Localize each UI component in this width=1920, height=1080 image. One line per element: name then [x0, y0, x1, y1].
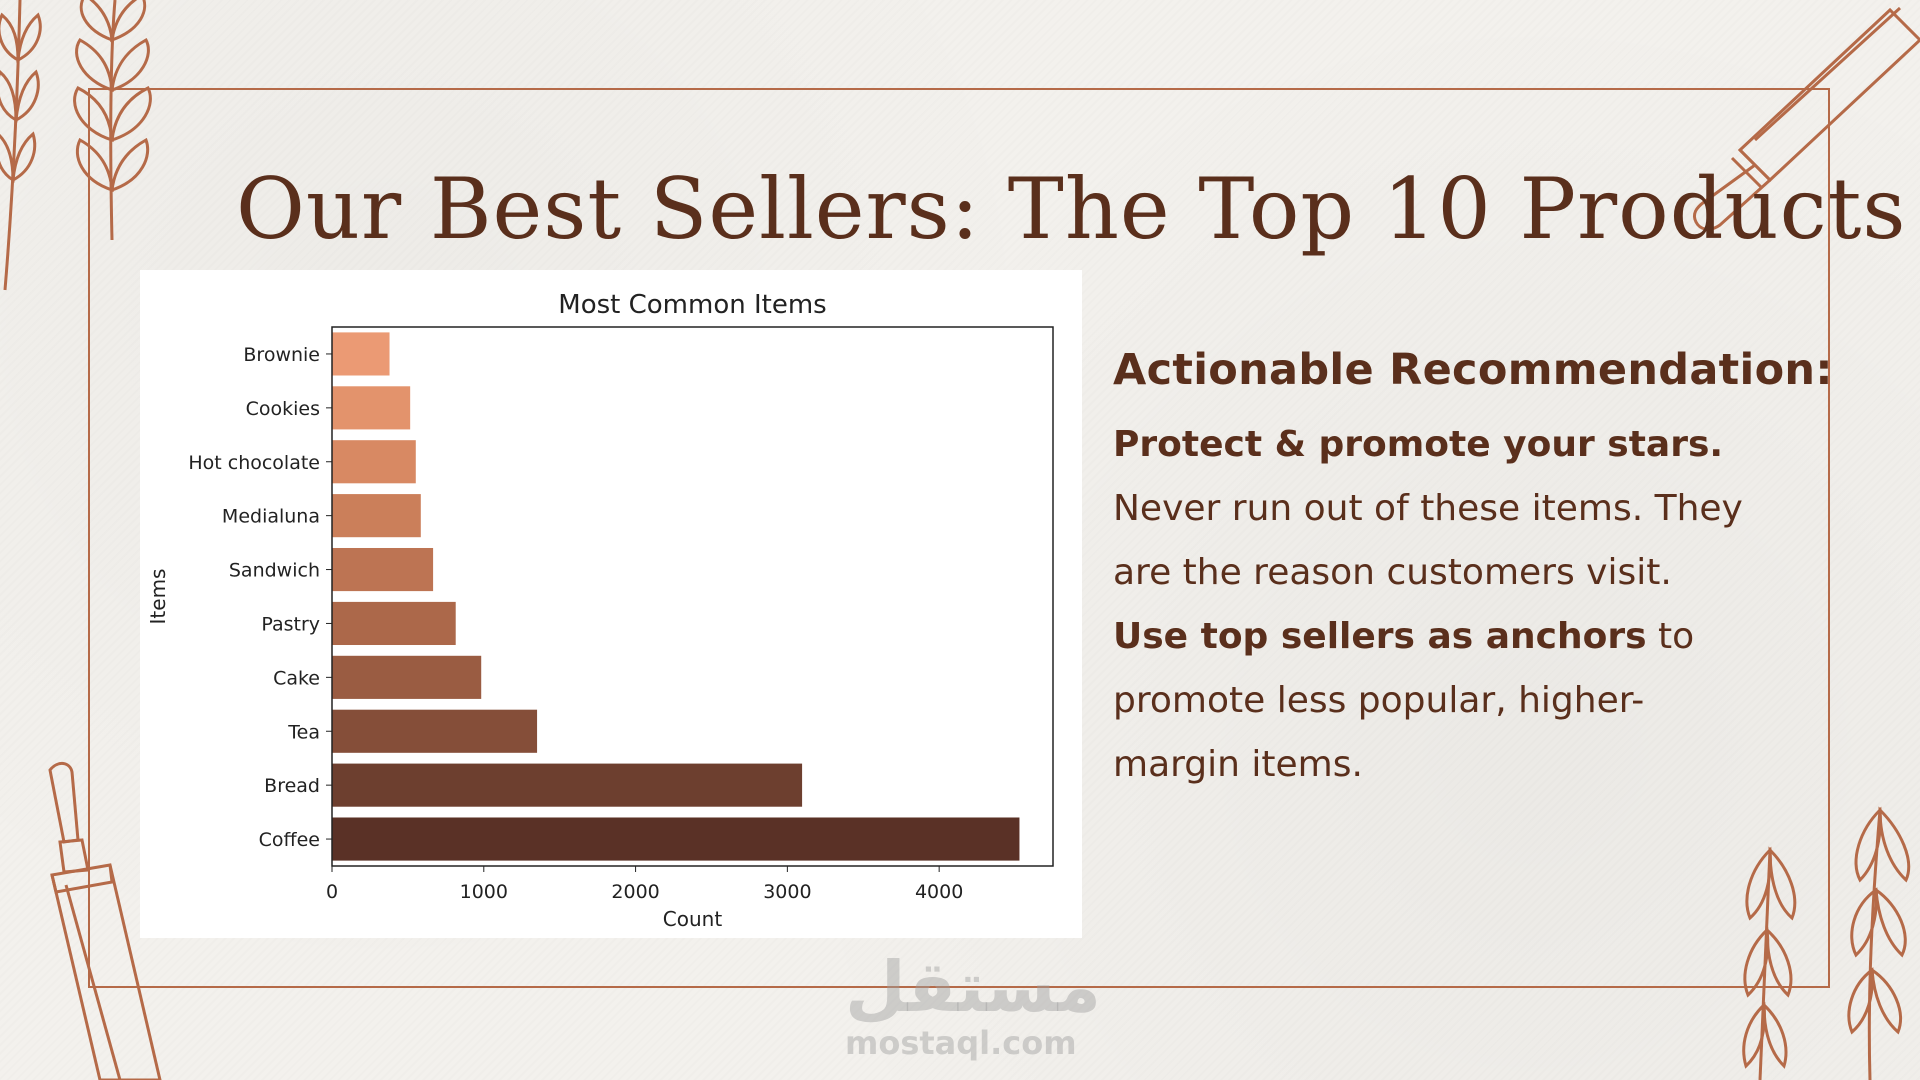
y-tick-label: Brownie	[243, 344, 320, 366]
y-tick-label: Tea	[287, 721, 320, 743]
y-axis-label: Items	[146, 569, 170, 625]
y-tick-label: Bread	[264, 775, 320, 797]
chart-bar-cookies	[332, 386, 411, 430]
chart-panel: Brownie Cookies Hot chocolate Medialuna Sand…	[140, 270, 1082, 938]
x-tick-label: 1000	[460, 881, 508, 903]
x-axis-label: Count	[663, 907, 723, 931]
recommendation-point2-rest: to	[1646, 616, 1695, 657]
y-tick-label: Cookies	[246, 398, 320, 420]
recommendation-panel: Actionable Recommendation: Protect & pro…	[1113, 345, 1833, 797]
recommendation-point1-title: Protect & promote your stars.	[1113, 424, 1724, 465]
recommendation-point2-title: Use top sellers as anchors	[1113, 616, 1647, 657]
y-tick-label: Medialuna	[222, 506, 320, 528]
y-tick-label: Pastry	[261, 613, 320, 635]
recommendation-point2-line2: promote less popular, higher-	[1113, 680, 1645, 721]
x-tick-label: 4000	[915, 881, 963, 903]
chart-title: Most Common Items	[558, 290, 826, 320]
watermark-arabic: مستقل	[845, 946, 1102, 1028]
y-tick-label: Coffee	[259, 829, 320, 851]
rolling-pin-bottom-left-icon	[48, 762, 162, 1080]
chart-bar-medialuna	[332, 494, 421, 538]
wheat-top-left-icon	[0, 0, 152, 291]
x-tick-label: 3000	[763, 881, 811, 903]
y-tick-label: Hot chocolate	[188, 452, 320, 474]
rolling-pin-top-right-icon	[1692, 6, 1920, 231]
wheat-bottom-right-icon	[1742, 806, 1911, 1080]
watermark-latin: mostaql.com	[845, 1024, 1077, 1062]
chart-bar-sandwich	[332, 547, 434, 592]
recommendation-point2-line1: Use top sellers as anchors to	[1113, 605, 1813, 669]
chart-bar-cake	[332, 655, 482, 699]
slide-title: Our Best Sellers: The Top 10 Products	[236, 160, 1907, 258]
y-tick-label: Sandwich	[229, 560, 320, 582]
chart-bar-pastry	[332, 601, 456, 646]
recommendation-heading: Actionable Recommendation:	[1113, 345, 1833, 395]
chart-bar-coffee	[332, 817, 1020, 861]
recommendation-point1-line1: Never run out of these items. They	[1113, 488, 1743, 529]
x-tick-label: 2000	[611, 881, 659, 903]
chart-bar-bread	[332, 763, 803, 807]
y-tick-label: Cake	[273, 667, 320, 689]
recommendation-point1-line2: are the reason customers visit.	[1113, 552, 1672, 593]
watermark: مستقل mostaql.com	[845, 946, 1102, 1062]
plot-frame	[331, 326, 1054, 867]
chart-bar-hot-chocolate	[332, 440, 416, 484]
recommendation-point2-line3: margin items.	[1113, 744, 1363, 785]
chart-bar-brownie	[332, 332, 390, 376]
chart-bar-tea	[332, 709, 538, 753]
x-tick-label: 0	[326, 881, 338, 903]
slide-frame	[88, 88, 1830, 988]
bar-chart: Brownie Cookies Hot chocolate Medialuna Sand…	[146, 290, 1054, 931]
